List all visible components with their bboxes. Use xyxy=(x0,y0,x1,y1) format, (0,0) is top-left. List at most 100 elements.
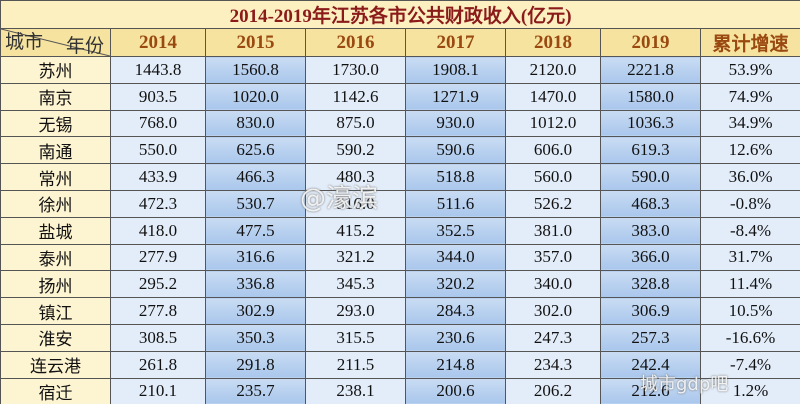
value-cell: 1730.0 xyxy=(305,56,406,84)
value-cell: 625.6 xyxy=(205,136,306,165)
value-cell: 477.5 xyxy=(205,216,306,245)
value-cell: 530.7 xyxy=(205,189,306,218)
watermark: @濠滨 xyxy=(300,184,379,214)
value-cell: 1012.0 xyxy=(505,109,601,138)
value-cell: 247.3 xyxy=(505,323,601,352)
value-cell: 619.3 xyxy=(600,136,701,165)
column-header: 2017 xyxy=(405,28,506,57)
value-cell: 238.1 xyxy=(305,377,406,404)
table-title: 2014-2019年江苏各市公共财政收入(亿元) xyxy=(0,0,800,29)
value-cell: 518.8 xyxy=(405,163,506,191)
value-cell: 31.7% xyxy=(699,243,800,272)
value-cell: 293.0 xyxy=(305,297,406,325)
value-cell: 1036.3 xyxy=(600,109,701,138)
column-header: 2018 xyxy=(505,28,601,57)
table-row: 南京 903.5 1020.0 1142.6 1271.9 1470.0 1580.0 74.… xyxy=(0,82,800,111)
value-cell: 234.3 xyxy=(505,350,601,379)
value-cell: 433.9 xyxy=(110,163,206,191)
value-cell: 1470.0 xyxy=(505,82,601,111)
value-cell: 1580.0 xyxy=(600,82,701,111)
value-cell: 1020.0 xyxy=(205,82,306,111)
city-cell: 苏州 xyxy=(0,56,111,84)
value-cell: 344.0 xyxy=(405,243,506,272)
value-cell: 1908.1 xyxy=(405,56,506,84)
city-cell: 宿迁 xyxy=(0,377,111,404)
value-cell: 2221.8 xyxy=(600,56,701,84)
value-cell: 200.6 xyxy=(405,377,506,404)
column-header: 2014 xyxy=(110,28,206,57)
table-row: 镇江 277.8 302.9 293.0 284.3 302.0 306.9 10.5% xyxy=(0,297,800,325)
value-cell: 1.2% xyxy=(699,377,800,404)
table-row: 盐城 418.0 477.5 415.2 352.5 381.0 383.0 -8.4% xyxy=(0,216,800,245)
value-cell: 366.0 xyxy=(600,243,701,272)
row-label: 城市 xyxy=(5,32,44,53)
value-cell: -8.4% xyxy=(699,216,800,245)
value-cell: 277.9 xyxy=(110,243,206,272)
city-cell: 泰州 xyxy=(0,243,111,272)
value-cell: 74.9% xyxy=(699,82,800,111)
table-row: 南通 550.0 625.6 590.2 590.6 606.0 619.3 12.6% xyxy=(0,136,800,165)
value-cell: -16.6% xyxy=(699,323,800,352)
watermark: 城市gdp吧 xyxy=(640,374,729,395)
value-cell: 336.8 xyxy=(205,270,306,299)
corner-cell: 城市 年份 xyxy=(0,28,111,57)
value-cell: 210.1 xyxy=(110,377,206,404)
col-label: 年份 xyxy=(65,36,104,57)
header-row: 城市 年份 2014 2015 2016 2017 2018 2019 累计增速 xyxy=(0,28,800,57)
value-cell: 1443.8 xyxy=(110,56,206,84)
value-cell: 511.6 xyxy=(405,189,506,218)
value-cell: 277.8 xyxy=(110,297,206,325)
value-cell: 10.5% xyxy=(699,297,800,325)
value-cell: 1271.9 xyxy=(405,82,506,111)
value-cell: 291.8 xyxy=(205,350,306,379)
value-cell: 235.7 xyxy=(205,377,306,404)
value-cell: 415.2 xyxy=(305,216,406,245)
value-cell: 590.6 xyxy=(405,136,506,165)
value-cell: 560.0 xyxy=(505,163,601,191)
value-cell: 930.0 xyxy=(405,109,506,138)
value-cell: -0.8% xyxy=(699,189,800,218)
table-row: 扬州 295.2 336.8 345.3 320.2 340.0 328.8 11.4% xyxy=(0,270,800,299)
diagonal xyxy=(1,29,110,56)
value-cell: 53.9% xyxy=(699,56,800,84)
table-row: 徐州 472.3 530.7 516.0 511.6 526.2 468.3 -0.8% xyxy=(0,189,800,218)
value-cell: 590.0 xyxy=(600,163,701,191)
value-cell: 284.3 xyxy=(405,297,506,325)
column-header: 2019 xyxy=(600,28,701,57)
value-cell: 306.9 xyxy=(600,297,701,325)
value-cell: 352.5 xyxy=(405,216,506,245)
value-cell: 1560.8 xyxy=(205,56,306,84)
city-cell: 徐州 xyxy=(0,189,111,218)
value-cell: 257.3 xyxy=(600,323,701,352)
value-cell: -7.4% xyxy=(699,350,800,379)
city-cell: 盐城 xyxy=(0,216,111,245)
city-cell: 无锡 xyxy=(0,109,111,138)
table-row: 淮安 308.5 350.3 315.5 230.6 247.3 257.3 -16.6% xyxy=(0,323,800,352)
value-cell: 466.3 xyxy=(205,163,306,191)
value-cell: 302.0 xyxy=(505,297,601,325)
city-cell: 南通 xyxy=(0,136,111,165)
value-cell: 350.3 xyxy=(205,323,306,352)
value-cell: 383.0 xyxy=(600,216,701,245)
value-cell: 34.9% xyxy=(699,109,800,138)
column-header: 2015 xyxy=(205,28,306,57)
value-cell: 328.8 xyxy=(600,270,701,299)
value-cell: 315.5 xyxy=(305,323,406,352)
value-cell: 320.2 xyxy=(405,270,506,299)
value-cell: 590.2 xyxy=(305,136,406,165)
value-cell: 206.2 xyxy=(505,377,601,404)
value-cell: 316.6 xyxy=(205,243,306,272)
value-cell: 230.6 xyxy=(405,323,506,352)
value-cell: 340.0 xyxy=(505,270,601,299)
value-cell: 295.2 xyxy=(110,270,206,299)
value-cell: 768.0 xyxy=(110,109,206,138)
city-cell: 扬州 xyxy=(0,270,111,299)
value-cell: 211.5 xyxy=(305,350,406,379)
value-cell: 261.8 xyxy=(110,350,206,379)
value-cell: 472.3 xyxy=(110,189,206,218)
value-cell: 308.5 xyxy=(110,323,206,352)
value-cell: 830.0 xyxy=(205,109,306,138)
city-cell: 连云港 xyxy=(0,350,111,379)
value-cell: 468.3 xyxy=(600,189,701,218)
